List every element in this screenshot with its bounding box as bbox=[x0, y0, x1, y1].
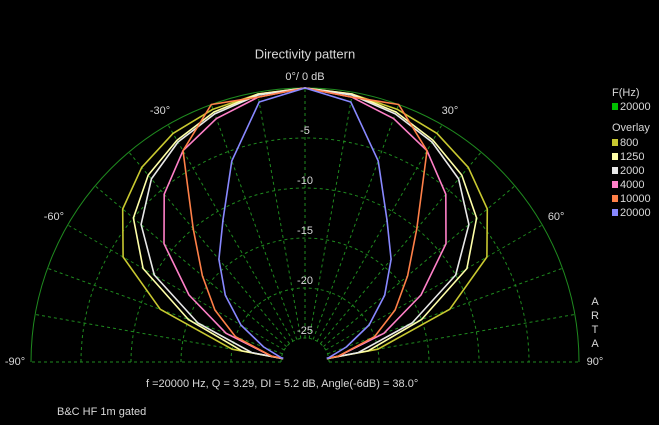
legend-label: 2000 bbox=[620, 165, 644, 177]
curves bbox=[121, 87, 489, 363]
legend-swatch bbox=[612, 139, 618, 146]
legend-swatch bbox=[612, 181, 618, 188]
r-tick-label: -15 bbox=[297, 225, 313, 237]
spoke bbox=[304, 151, 482, 363]
current-title: F(Hz) bbox=[612, 87, 640, 99]
spoke bbox=[94, 185, 306, 363]
chart-title: Directivity pattern bbox=[255, 46, 355, 61]
theta-tick-label: -60° bbox=[44, 211, 64, 223]
note: B&C HF 1m gated bbox=[57, 406, 146, 418]
theta-tick-label: 30° bbox=[442, 105, 459, 117]
ring bbox=[280, 337, 330, 363]
curve bbox=[218, 87, 392, 363]
legend-label: 1250 bbox=[620, 151, 644, 163]
spoke bbox=[304, 185, 516, 363]
theta-tick-label: -90° bbox=[5, 356, 25, 368]
legend-title: Overlay bbox=[612, 122, 650, 134]
legend-swatch bbox=[612, 167, 618, 174]
legend-label: 800 bbox=[620, 137, 638, 149]
r-tick-label: -10 bbox=[297, 175, 313, 187]
legend-swatch bbox=[612, 195, 618, 202]
spoke bbox=[304, 267, 563, 363]
spoke bbox=[304, 92, 354, 363]
ring bbox=[130, 187, 480, 363]
ring bbox=[80, 137, 530, 363]
r-tick-label: 0°/ 0 dB bbox=[285, 71, 324, 83]
theta-tick-label: 60° bbox=[548, 211, 565, 223]
spoke bbox=[304, 224, 543, 363]
footer: f =20000 Hz, Q = 3.29, DI = 5.2 dB, Angl… bbox=[146, 378, 418, 390]
spoke bbox=[256, 92, 306, 363]
spoke bbox=[210, 104, 306, 363]
spoke bbox=[128, 151, 306, 363]
spoke bbox=[47, 267, 306, 363]
brand: ARTA bbox=[589, 296, 601, 352]
legend-label: 20000 bbox=[620, 207, 651, 219]
r-tick-label: -20 bbox=[297, 275, 313, 287]
legend-label: 10000 bbox=[620, 193, 651, 205]
grid bbox=[30, 87, 580, 363]
theta-tick-label: 90° bbox=[587, 356, 604, 368]
spoke bbox=[304, 104, 400, 363]
theta-tick-label: -30° bbox=[150, 105, 170, 117]
legend-label: 4000 bbox=[620, 179, 644, 191]
spoke bbox=[35, 313, 306, 363]
spoke bbox=[167, 124, 306, 363]
legend-swatch bbox=[612, 209, 618, 216]
spoke bbox=[67, 224, 306, 363]
ring bbox=[180, 237, 430, 363]
spoke bbox=[304, 124, 443, 363]
spoke bbox=[304, 313, 575, 363]
lower-mask bbox=[0, 363, 659, 425]
labels: 0°/ 0 dB -5 -10 -15 -20 -25 -90° -60° -30° 30° 60°… bbox=[5, 71, 651, 368]
legend-label: 20000 bbox=[620, 101, 651, 113]
r-tick-label: -5 bbox=[300, 125, 310, 137]
legend-swatch bbox=[612, 153, 618, 160]
legend-swatch bbox=[612, 103, 618, 110]
r-tick-label: -25 bbox=[297, 325, 313, 337]
